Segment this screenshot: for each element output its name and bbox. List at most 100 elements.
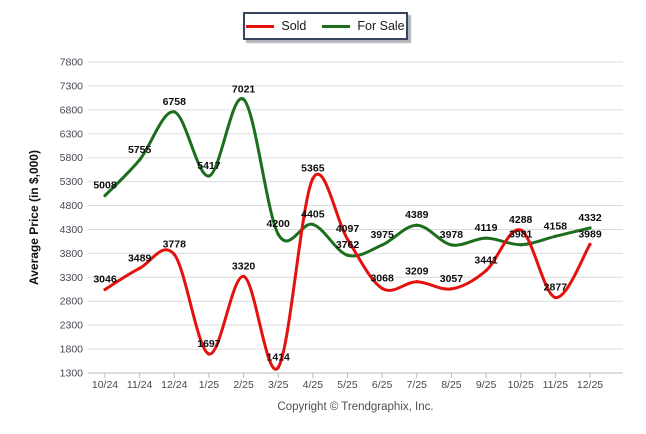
data-label: 5365 [301, 163, 325, 175]
for-sale-line-swatch [322, 24, 351, 28]
x-tick-label: 12/24 [161, 379, 187, 391]
data-point-marker [172, 110, 176, 114]
data-label: 1697 [197, 338, 221, 350]
data-point-marker [241, 97, 246, 101]
data-label: 7021 [232, 83, 256, 95]
data-label: 4288 [509, 214, 533, 226]
data-label: 1414 [267, 352, 291, 364]
x-tick-label: 7/25 [407, 379, 428, 391]
x-tick-label: 10/24 [92, 379, 118, 391]
legend-label-sold: Sold [281, 19, 307, 33]
x-tick-label: 11/24 [127, 379, 153, 391]
data-label: 3320 [232, 260, 256, 272]
data-label: 3975 [370, 229, 394, 241]
y-tick-label: 7800 [60, 57, 84, 69]
y-axis-title: Average Price (in $,000) [27, 150, 41, 285]
data-point-marker [588, 226, 592, 230]
data-label: 3778 [163, 238, 187, 250]
y-tick-label: 7300 [60, 80, 84, 92]
data-label: 3989 [578, 228, 602, 240]
y-tick-label: 4300 [60, 224, 84, 236]
data-point-marker [484, 236, 488, 240]
x-tick-label: 11/25 [543, 379, 569, 391]
data-point-marker [138, 266, 142, 270]
x-tick-label: 10/25 [508, 379, 534, 391]
data-point-marker [588, 242, 592, 246]
data-point-marker [311, 222, 315, 227]
data-point-marker [311, 176, 315, 181]
data-point-marker [519, 243, 523, 247]
data-label: 2877 [544, 282, 568, 294]
data-point-marker [415, 280, 419, 284]
data-point-marker [138, 158, 142, 162]
data-label: 4200 [267, 218, 291, 230]
x-tick-label: 2/25 [233, 379, 254, 391]
data-point-marker [345, 237, 350, 241]
data-label: 4119 [475, 222, 498, 234]
data-label: 3978 [440, 229, 464, 241]
y-tick-label: 6300 [60, 128, 84, 140]
y-tick-label: 2300 [60, 320, 84, 332]
data-label: 4405 [301, 208, 325, 220]
x-tick-label: 3/25 [268, 379, 289, 391]
data-label: 4332 [578, 212, 602, 224]
data-point-marker [103, 287, 107, 292]
y-tick-label: 6800 [60, 104, 84, 116]
legend-label-for-sale: For Sale [357, 19, 405, 33]
data-label: 6758 [163, 96, 187, 108]
y-tick-label: 4800 [60, 200, 84, 212]
data-label: 4097 [336, 223, 360, 235]
data-label: 3762 [336, 239, 360, 251]
data-point-marker [345, 253, 350, 257]
x-tick-label: 5/25 [337, 379, 358, 391]
chart-legend: Sold For Sale [243, 12, 408, 40]
data-label: 4389 [405, 209, 429, 221]
legend-item-for-sale[interactable]: For Sale [322, 19, 405, 33]
data-point-marker [103, 193, 107, 198]
y-tick-label: 3300 [60, 272, 84, 284]
data-point-marker [207, 174, 211, 178]
data-label: 5417 [197, 160, 221, 172]
data-label: 5008 [93, 180, 117, 192]
data-label: 3057 [440, 273, 464, 285]
data-point-marker [449, 243, 454, 247]
data-point-marker [276, 365, 280, 370]
copyright-text: Copyright © Trendgraphix, Inc. [277, 401, 434, 413]
y-tick-label: 1300 [60, 368, 84, 380]
data-point-marker [380, 243, 384, 247]
data-label: 5755 [128, 144, 152, 156]
data-label: 4158 [544, 220, 568, 232]
x-tick-label: 8/25 [441, 379, 462, 391]
data-point-marker [553, 234, 557, 238]
data-label: 3441 [474, 255, 498, 267]
y-tick-label: 3800 [60, 248, 84, 260]
y-tick-label: 2800 [60, 296, 84, 308]
data-label: 3981 [509, 229, 533, 241]
data-point-marker [484, 268, 488, 273]
series-line-for-sale [103, 97, 592, 258]
data-label: 3068 [370, 272, 394, 284]
x-tick-label: 6/25 [372, 379, 393, 391]
y-tick-label: 5300 [60, 176, 84, 188]
data-point-marker [380, 286, 384, 291]
data-point-marker [449, 287, 454, 291]
x-tick-label: 12/25 [577, 379, 603, 391]
legend-item-sold[interactable]: Sold [246, 19, 306, 33]
sold-line-swatch [246, 24, 275, 28]
data-point-marker [241, 274, 246, 278]
data-point-marker [276, 232, 280, 236]
series-line-sold [103, 172, 592, 371]
data-point-marker [415, 223, 419, 227]
x-tick-label: 4/25 [303, 379, 324, 391]
data-label: 3489 [128, 252, 152, 264]
data-label: 3209 [405, 266, 429, 278]
y-tick-label: 1800 [60, 344, 84, 356]
data-point-marker [519, 228, 523, 232]
data-label: 3046 [93, 273, 117, 285]
x-tick-label: 9/25 [476, 379, 497, 391]
data-point-marker [172, 252, 176, 257]
data-point-marker [553, 295, 557, 300]
x-tick-label: 1/25 [199, 379, 220, 391]
